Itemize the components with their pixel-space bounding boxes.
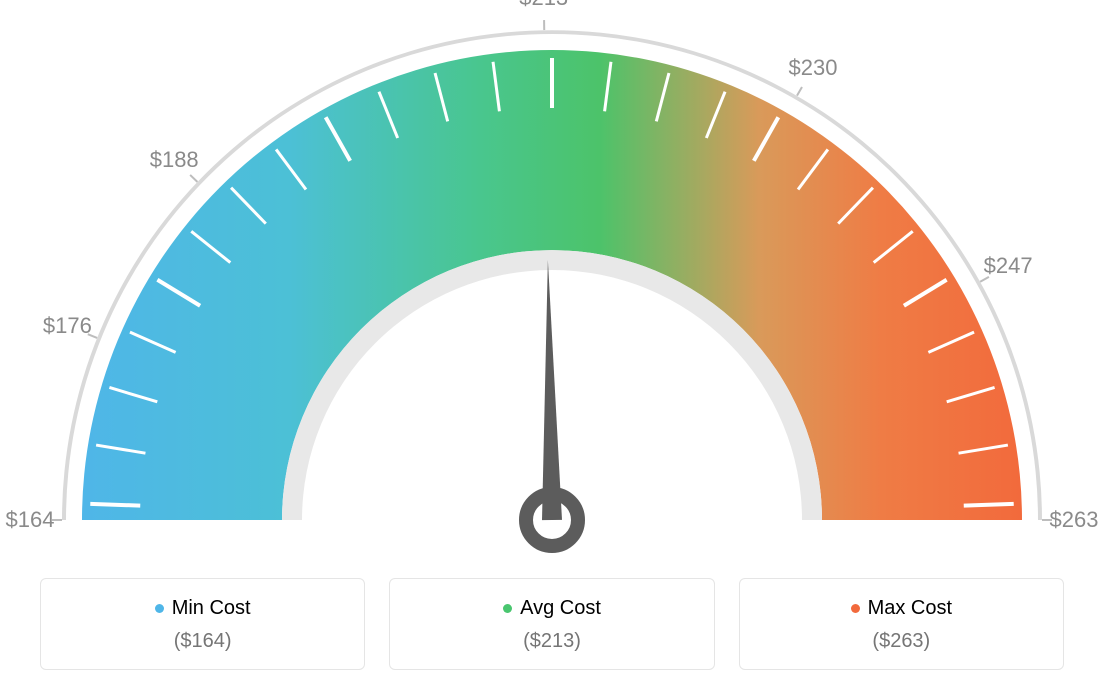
legend-card-min: Min Cost ($164) [40,578,365,670]
gauge-chart-container: $164 $176 $188 $213 $230 $247 $263 Min Cost ($… [0,0,1104,690]
legend-card-avg: Avg Cost ($213) [389,578,714,670]
legend-title-avg: Avg Cost [503,597,601,620]
gauge-tick-label: $263 [1050,507,1099,533]
dot-icon [155,604,164,613]
dot-icon [503,604,512,613]
legend-card-max: Max Cost ($263) [739,578,1064,670]
gauge-tick-label: $247 [984,253,1033,279]
legend-label: Avg Cost [520,597,601,620]
gauge-tick-label: $188 [150,147,199,173]
legend-value: ($164) [51,630,354,653]
gauge-tick-label: $164 [6,507,55,533]
legend-label: Max Cost [868,597,952,620]
gauge: $164 $176 $188 $213 $230 $247 $263 [0,0,1104,560]
dot-icon [851,604,860,613]
legend-title-min: Min Cost [155,597,251,620]
gauge-tick-label: $213 [519,0,568,11]
legend-title-max: Max Cost [851,597,952,620]
legend-row: Min Cost ($164) Avg Cost ($213) Max Cost… [40,578,1064,670]
legend-value: ($263) [750,630,1053,653]
gauge-tick-label: $176 [43,313,92,339]
gauge-tick-label: $230 [789,55,838,81]
legend-value: ($213) [400,630,703,653]
legend-label: Min Cost [172,597,251,620]
